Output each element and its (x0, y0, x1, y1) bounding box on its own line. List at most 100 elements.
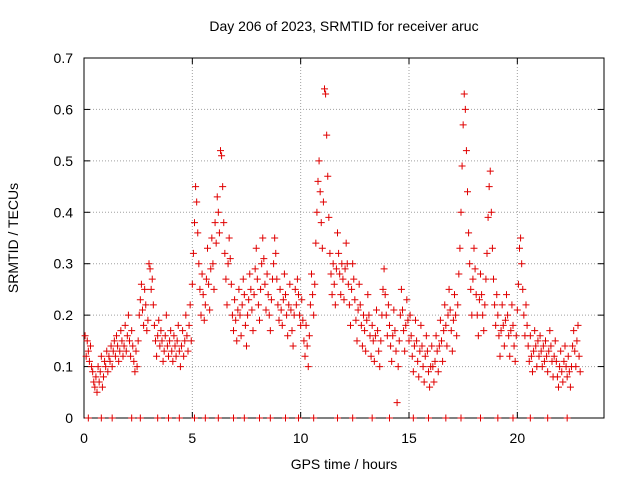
data-point (332, 265, 340, 273)
data-point (490, 275, 497, 283)
data-point (291, 285, 299, 293)
data-point (430, 378, 438, 386)
data-point (210, 285, 218, 293)
data-point (161, 332, 169, 340)
data-point (485, 183, 493, 191)
data-point (237, 332, 245, 340)
data-point (384, 301, 392, 309)
data-point (442, 321, 450, 329)
data-point (199, 291, 207, 299)
data-point (484, 213, 492, 221)
y-tick-label: 0.7 (54, 50, 74, 66)
data-point (425, 414, 432, 422)
data-point (280, 270, 288, 278)
data-point (518, 260, 526, 268)
data-point (505, 332, 513, 340)
data-point (492, 321, 500, 329)
data-point (128, 327, 136, 335)
data-point (493, 291, 501, 299)
data-point (509, 321, 517, 329)
data-point (298, 296, 306, 304)
data-point (357, 321, 365, 329)
data-point (187, 337, 195, 345)
data-point (564, 352, 572, 360)
data-point (296, 311, 304, 319)
data-point (222, 275, 230, 283)
data-point (552, 357, 560, 365)
data-point (180, 352, 188, 360)
data-point (303, 342, 311, 350)
data-point (536, 332, 544, 340)
data-point (570, 327, 578, 335)
data-point (282, 414, 289, 422)
data-point (309, 291, 317, 299)
data-point (123, 332, 131, 340)
data-point (248, 306, 256, 314)
data-point (149, 301, 157, 309)
data-point (557, 347, 565, 355)
data-point (413, 337, 421, 345)
data-point (100, 373, 107, 381)
data-point (336, 270, 344, 278)
data-point (132, 347, 140, 355)
data-point (381, 291, 389, 299)
data-point (292, 301, 300, 309)
data-point (196, 285, 204, 293)
data-point (215, 229, 223, 237)
data-point (136, 296, 144, 304)
data-point (379, 285, 387, 293)
data-point (440, 327, 448, 335)
data-point (429, 363, 437, 371)
data-point (576, 368, 584, 376)
data-point (261, 280, 269, 288)
data-point (326, 249, 334, 257)
data-point (201, 301, 209, 309)
data-point (550, 352, 558, 360)
data-point (328, 291, 336, 299)
data-point (133, 363, 141, 371)
data-point (88, 363, 96, 371)
data-point (449, 316, 457, 324)
data-point (282, 291, 289, 299)
data-point (322, 90, 330, 98)
data-point (240, 291, 248, 299)
data-point (374, 327, 382, 335)
data-point (295, 414, 302, 422)
data-point (89, 368, 97, 376)
axis-ticks (83, 57, 604, 419)
data-point (244, 311, 252, 319)
data-point (234, 306, 242, 314)
data-point (340, 296, 348, 304)
data-point (451, 291, 458, 299)
data-point (185, 321, 193, 329)
data-point (226, 255, 234, 263)
data-point (179, 327, 187, 335)
data-point (245, 296, 253, 304)
data-point (228, 311, 236, 319)
data-point (540, 357, 548, 365)
data-point (195, 260, 203, 268)
data-point (323, 131, 331, 139)
data-point (154, 332, 162, 340)
data-point (247, 285, 255, 293)
data-point (273, 275, 281, 283)
data-point (520, 311, 528, 319)
data-point (85, 357, 93, 365)
data-point (287, 306, 295, 314)
x-tick-label: 15 (401, 430, 417, 446)
data-point (467, 285, 475, 293)
data-point (389, 332, 397, 340)
data-point (233, 337, 241, 345)
data-point (561, 342, 569, 350)
data-point (264, 291, 272, 299)
data-point (400, 327, 408, 335)
data-point (113, 332, 120, 340)
data-point (386, 321, 393, 329)
data-point (563, 414, 571, 422)
data-point (516, 244, 523, 252)
data-point (368, 414, 376, 422)
data-point (391, 327, 399, 335)
data-point (529, 368, 536, 376)
data-point (551, 337, 559, 345)
data-point (448, 347, 456, 355)
